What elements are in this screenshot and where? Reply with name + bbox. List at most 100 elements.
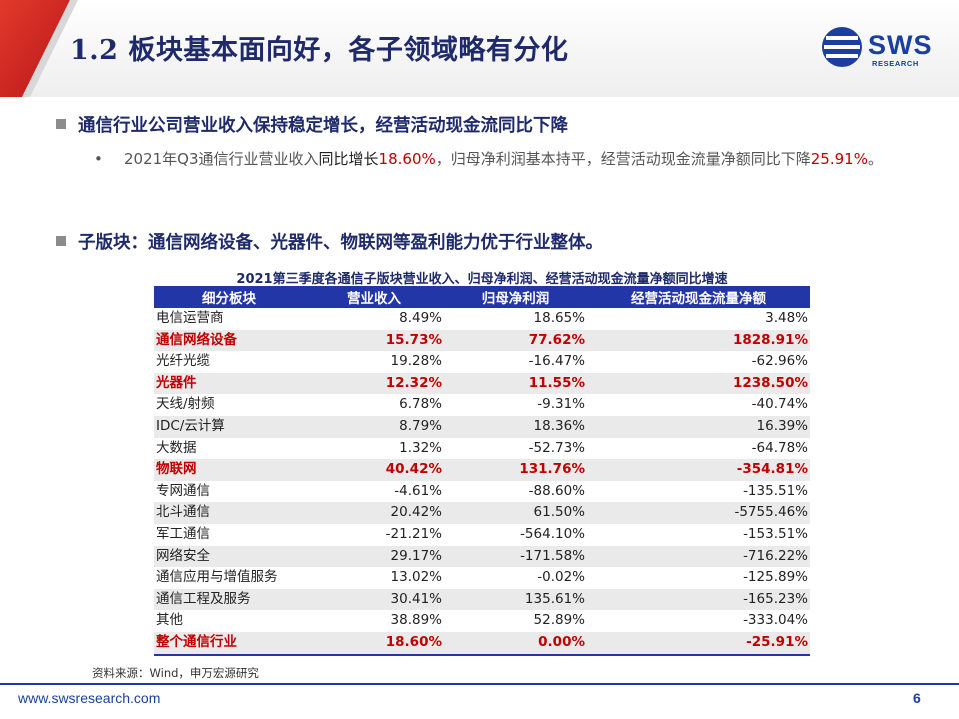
cell-net-profit: 61.50%	[444, 502, 587, 524]
cell-net-profit: 52.89%	[533, 612, 585, 629]
table-header-row: 细分板块 营业收入 归母净利润 经营活动现金流量净额	[154, 286, 810, 308]
cell-net-profit: -16.47%	[528, 353, 585, 370]
logo-subtitle: RESEARCH	[872, 59, 919, 68]
title-band	[0, 0, 959, 97]
cell-subsector: 整个通信行业	[154, 631, 304, 656]
cell-subsector: 网络安全	[154, 545, 304, 568]
table-caption: 2021第三季度各通信子版块营业收入、归母净利润、经营活动现金流量净额同比增速	[236, 272, 728, 287]
table-row: 北斗通信 20.42% 61.50% -5755.46%	[154, 502, 810, 524]
table-row: 天线/射频 6.78% -9.31% -40.74%	[154, 394, 810, 416]
cell-cashflow: -354.81%	[587, 459, 810, 481]
cell-net-profit: 18.65%	[533, 310, 585, 326]
cell-subsector: 北斗通信	[154, 502, 304, 524]
header-subsector: 细分板块	[154, 286, 304, 308]
cell-subsector: 通信应用与增值服务	[156, 569, 278, 586]
bullet-text: 2021年Q3通信行业营业收入同比增长18.60%，归母净利润基本持平，经营活动…	[124, 146, 904, 173]
cell-cashflow: 16.39%	[587, 415, 810, 438]
table-row: 通信网络设备 15.73% 77.62% 1828.91%	[154, 329, 810, 352]
cell-cashflow: -153.51%	[743, 525, 808, 542]
cell-cashflow: -125.89%	[743, 569, 808, 586]
section-heading-subsectors: 子版块：通信网络设备、光器件、物联网等盈利能力优于行业整体。	[56, 229, 603, 254]
cell-revenue: 20.42%	[304, 502, 444, 524]
cell-revenue: -21.21%	[385, 525, 442, 542]
table-row: 网络安全 29.17% -171.58% -716.22%	[154, 545, 810, 568]
square-bullet-icon	[56, 236, 66, 246]
cell-revenue: 8.79%	[304, 415, 444, 438]
cell-subsector: 天线/射频	[156, 396, 215, 413]
header-revenue: 营业收入	[304, 286, 444, 308]
section-heading-text: 子版块：通信网络设备、光器件、物联网等盈利能力优于行业整体。	[78, 233, 603, 253]
cell-cashflow: -62.96%	[751, 353, 808, 370]
table-row: 电信运营商 8.49% 18.65% 3.48%	[154, 308, 810, 330]
section-heading-revenue: 通信行业公司营业收入保持稳定增长，经营活动现金流同比下降	[56, 112, 568, 137]
footer-divider	[0, 683, 959, 685]
bullet-text-emphasis: 同比增长	[318, 150, 379, 168]
logo-wordmark: SWS	[868, 30, 933, 60]
cell-revenue: 19.28%	[390, 353, 442, 370]
cell-subsector: 光器件	[154, 372, 304, 395]
cell-net-profit: 77.62%	[444, 329, 587, 352]
table-row: IDC/云计算 8.79% 18.36% 16.39%	[154, 415, 810, 438]
cell-revenue: 1.32%	[399, 439, 442, 456]
cell-revenue: 30.41%	[304, 588, 444, 611]
table-row: 光器件 12.32% 11.55% 1238.50%	[154, 372, 810, 395]
cell-cashflow: -716.22%	[587, 545, 810, 568]
bullet-text-part: 。	[867, 150, 883, 168]
table-row: 专网通信 -4.61% -88.60% -135.51%	[154, 481, 810, 503]
table-row: 通信应用与增值服务 13.02% -0.02% -125.89%	[154, 567, 810, 589]
cell-revenue: 6.78%	[399, 396, 442, 413]
header-cashflow: 经营活动现金流量净额	[587, 286, 810, 308]
cell-cashflow: 3.48%	[765, 310, 808, 326]
cell-subsector: 大数据	[156, 439, 197, 456]
cell-net-profit: 11.55%	[444, 372, 587, 395]
table-row: 光纤光缆 19.28% -16.47% -62.96%	[154, 351, 810, 373]
table-row: 物联网 40.42% 131.76% -354.81%	[154, 459, 810, 481]
table-row: 大数据 1.32% -52.73% -64.78%	[154, 438, 810, 460]
revenue-growth-value: 18.60%	[378, 150, 436, 168]
cell-cashflow: 1828.91%	[587, 329, 810, 352]
growth-table: 细分板块 营业收入 归母净利润 经营活动现金流量净额 电信运营商 8.49% 18.…	[154, 286, 810, 656]
header-net-profit: 归母净利润	[444, 286, 587, 308]
cell-subsector: 电信运营商	[156, 310, 224, 326]
page-title: 1.2 板块基本面向好，各子领域略有分化	[70, 35, 569, 66]
cell-revenue: 38.89%	[390, 612, 442, 629]
cell-revenue: 13.02%	[390, 569, 442, 586]
page-number: 6	[913, 690, 921, 706]
cell-cashflow: -25.91%	[587, 631, 810, 656]
cell-net-profit: 0.00%	[444, 631, 587, 656]
section-heading-text: 通信行业公司营业收入保持稳定增长，经营活动现金流同比下降	[78, 116, 568, 136]
cell-revenue: 12.32%	[304, 372, 444, 395]
cell-subsector: 通信工程及服务	[154, 588, 304, 611]
cell-cashflow: -135.51%	[743, 482, 808, 499]
cell-subsector: 其他	[156, 612, 183, 629]
bullet-text-part: 2021年Q3通信行业营业收入	[124, 150, 319, 168]
cell-revenue: 15.73%	[304, 329, 444, 352]
cell-net-profit: -171.58%	[444, 545, 587, 568]
cell-subsector: 通信网络设备	[154, 329, 304, 352]
cell-net-profit: -52.73%	[528, 439, 585, 456]
cell-cashflow: -165.23%	[587, 588, 810, 611]
cell-revenue: -4.61%	[394, 482, 442, 499]
bullet-paragraph: • 2021年Q3通信行业营业收入同比增长18.60%，归母净利润基本持平，经营…	[94, 146, 904, 173]
cell-cashflow: -64.78%	[751, 439, 808, 456]
square-bullet-icon	[56, 119, 66, 129]
table-row: 其他 38.89% 52.89% -333.04%	[154, 610, 810, 632]
cell-revenue: 18.60%	[304, 631, 444, 656]
cell-cashflow: -333.04%	[743, 612, 808, 629]
table-row: 军工通信 -21.21% -564.10% -153.51%	[154, 524, 810, 546]
bullet-dot-icon: •	[94, 150, 103, 168]
cell-net-profit: 18.36%	[444, 415, 587, 438]
cashflow-decline-value: 25.91%	[810, 150, 868, 168]
footer-url: www.swsresearch.com	[18, 690, 161, 706]
table-row: 通信工程及服务 30.41% 135.61% -165.23%	[154, 588, 810, 611]
cell-revenue: 8.49%	[399, 310, 442, 326]
cell-subsector: 专网通信	[156, 482, 210, 499]
cell-net-profit: 135.61%	[444, 588, 587, 611]
cell-revenue: 40.42%	[304, 459, 444, 481]
bullet-text-part: ，归母净利润基本持平，经营活动现金流量净额同比下降	[435, 150, 811, 168]
cell-cashflow: -5755.46%	[587, 502, 810, 524]
cell-subsector: 光纤光缆	[156, 353, 210, 370]
cell-subsector: IDC/云计算	[154, 415, 304, 438]
cell-cashflow: 1238.50%	[587, 372, 810, 395]
sws-logo-icon	[822, 27, 862, 67]
